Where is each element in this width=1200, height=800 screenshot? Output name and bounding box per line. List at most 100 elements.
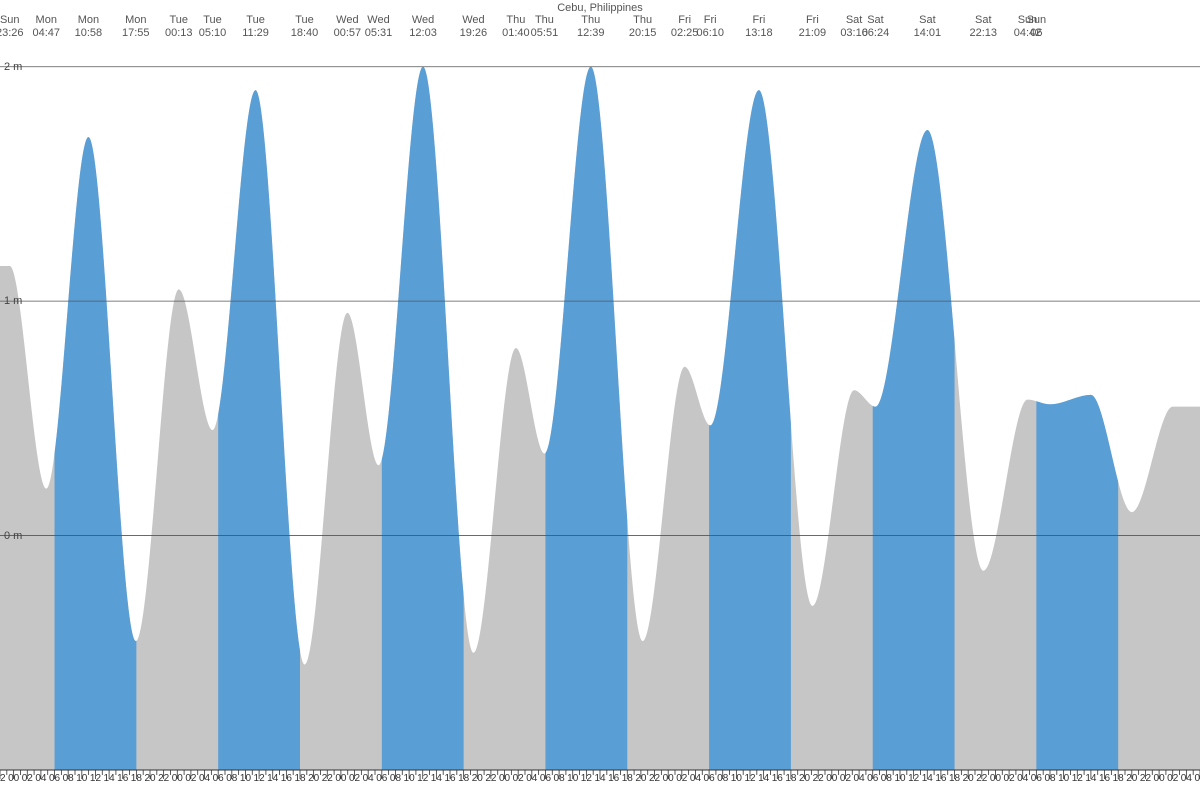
- x-axis-hour-label: 10: [567, 773, 578, 784]
- x-axis-hour-label: 04: [199, 773, 210, 784]
- x-axis-hour-label: 18: [622, 773, 633, 784]
- tide-time-label: Tue00:13: [165, 14, 193, 40]
- x-axis-hour-label: 04: [854, 773, 865, 784]
- tide-time-label: Wed05:31: [365, 14, 393, 40]
- tide-time-label: Tue11:29: [242, 14, 269, 40]
- tide-time-label: Fri06:10: [696, 14, 724, 40]
- x-axis-hour-label: 22: [649, 773, 660, 784]
- chart-title: Cebu, Philippines: [557, 2, 643, 14]
- x-axis-hour-label: 22: [322, 773, 333, 784]
- x-axis-hour-label: 00: [335, 773, 346, 784]
- x-axis-hour-label: 06: [704, 773, 715, 784]
- tide-time-label: Wed00:57: [334, 14, 362, 40]
- x-axis-hour-label: 00: [8, 773, 19, 784]
- tide-time-label: Fri21:09: [799, 14, 827, 40]
- x-axis-hour-label: 12: [1072, 773, 1083, 784]
- x-axis-hour-label: 06: [376, 773, 387, 784]
- x-axis-hour-label: 12: [254, 773, 265, 784]
- tide-time-label: Mon04:47: [32, 14, 60, 40]
- tide-time-label: Sun06: [1027, 14, 1047, 40]
- x-axis-hour-label: 06: [1194, 773, 1200, 784]
- y-axis-label: 0 m: [4, 530, 22, 542]
- x-axis-hour-label: 08: [63, 773, 74, 784]
- x-axis-hour-label: 10: [894, 773, 905, 784]
- x-axis-hour-label: 10: [404, 773, 415, 784]
- x-axis-hour-label: 22: [976, 773, 987, 784]
- x-axis-hour-label: 06: [867, 773, 878, 784]
- x-axis-hour-label: 18: [949, 773, 960, 784]
- tide-time-label: Tue18:40: [291, 14, 319, 40]
- x-axis-hour-label: 16: [1099, 773, 1110, 784]
- x-axis-hour-label: 04: [526, 773, 537, 784]
- x-axis-hour-label: 20: [799, 773, 810, 784]
- x-axis-hour-label: 04: [1017, 773, 1028, 784]
- x-axis-hour-label: 20: [635, 773, 646, 784]
- x-axis-hour-label: 00: [172, 773, 183, 784]
- x-axis-hour-label: 12: [908, 773, 919, 784]
- x-axis-hour-label: 22: [158, 773, 169, 784]
- x-axis-hour-label: 14: [267, 773, 278, 784]
- x-axis-hour-label: 00: [826, 773, 837, 784]
- tide-time-label: Thu05:51: [531, 14, 559, 40]
- x-axis-hour-label: 12: [744, 773, 755, 784]
- x-axis-hour-label: 22: [485, 773, 496, 784]
- x-axis-hour-label: 02: [513, 773, 524, 784]
- x-axis-hour-label: 00: [990, 773, 1001, 784]
- tide-time-label: Sat22:13: [970, 14, 998, 40]
- tide-time-label: Fri13:18: [745, 14, 773, 40]
- x-axis-hour-label: 08: [554, 773, 565, 784]
- x-axis-hour-label: 02: [1167, 773, 1178, 784]
- tide-time-label: Mon10:58: [75, 14, 103, 40]
- x-axis-hour-label: 20: [963, 773, 974, 784]
- tide-time-label: Tue05:10: [199, 14, 227, 40]
- x-axis-hour-label: 04: [363, 773, 374, 784]
- x-axis-hour-label: 06: [213, 773, 224, 784]
- tide-time-label: Wed12:03: [409, 14, 437, 40]
- x-axis-hour-label: 08: [717, 773, 728, 784]
- tide-time-label: Thu01:40: [502, 14, 530, 40]
- tide-time-label: Wed19:26: [460, 14, 488, 40]
- x-axis-hour-label: 22: [0, 773, 6, 784]
- x-axis-hour-label: 12: [581, 773, 592, 784]
- x-axis-hour-label: 10: [240, 773, 251, 784]
- x-axis-hour-label: 14: [431, 773, 442, 784]
- x-axis-hour-label: 00: [1154, 773, 1165, 784]
- y-axis-label: 2 m: [4, 61, 22, 73]
- x-axis-hour-label: 16: [608, 773, 619, 784]
- tide-time-label: Fri02:25: [671, 14, 699, 40]
- x-axis-hour-label: 22: [1140, 773, 1151, 784]
- x-axis-hour-label: 02: [840, 773, 851, 784]
- x-axis-hour-label: 04: [1181, 773, 1192, 784]
- x-axis-hour-label: 08: [390, 773, 401, 784]
- x-axis-hour-label: 18: [458, 773, 469, 784]
- tide-time-label: Thu20:15: [629, 14, 657, 40]
- x-axis-hour-label: 14: [922, 773, 933, 784]
- x-axis-hour-label: 18: [294, 773, 305, 784]
- x-axis-hour-label: 10: [731, 773, 742, 784]
- x-axis-hour-label: 02: [22, 773, 33, 784]
- tide-chart: [0, 0, 1200, 800]
- x-axis-hour-label: 20: [1126, 773, 1137, 784]
- y-axis-label: 1 m: [4, 295, 22, 307]
- x-axis-hour-label: 18: [131, 773, 142, 784]
- x-axis-hour-label: 14: [104, 773, 115, 784]
- x-axis-hour-label: 04: [35, 773, 46, 784]
- x-axis-hour-label: 14: [594, 773, 605, 784]
- x-axis-hour-label: 04: [690, 773, 701, 784]
- x-axis-hour-label: 14: [758, 773, 769, 784]
- x-axis-hour-label: 22: [813, 773, 824, 784]
- x-axis-hour-label: 02: [349, 773, 360, 784]
- tide-time-label: Sun23:26: [0, 14, 24, 40]
- x-axis-hour-label: 20: [308, 773, 319, 784]
- x-axis-hour-label: 06: [1031, 773, 1042, 784]
- tide-time-label: Mon17:55: [122, 14, 150, 40]
- x-axis-hour-label: 06: [49, 773, 60, 784]
- x-axis-hour-label: 00: [499, 773, 510, 784]
- x-axis-hour-label: 16: [444, 773, 455, 784]
- x-axis-hour-label: 16: [772, 773, 783, 784]
- x-axis-hour-label: 00: [663, 773, 674, 784]
- x-axis-hour-label: 12: [90, 773, 101, 784]
- x-axis-hour-label: 16: [117, 773, 128, 784]
- x-axis-hour-label: 02: [676, 773, 687, 784]
- x-axis-hour-label: 18: [785, 773, 796, 784]
